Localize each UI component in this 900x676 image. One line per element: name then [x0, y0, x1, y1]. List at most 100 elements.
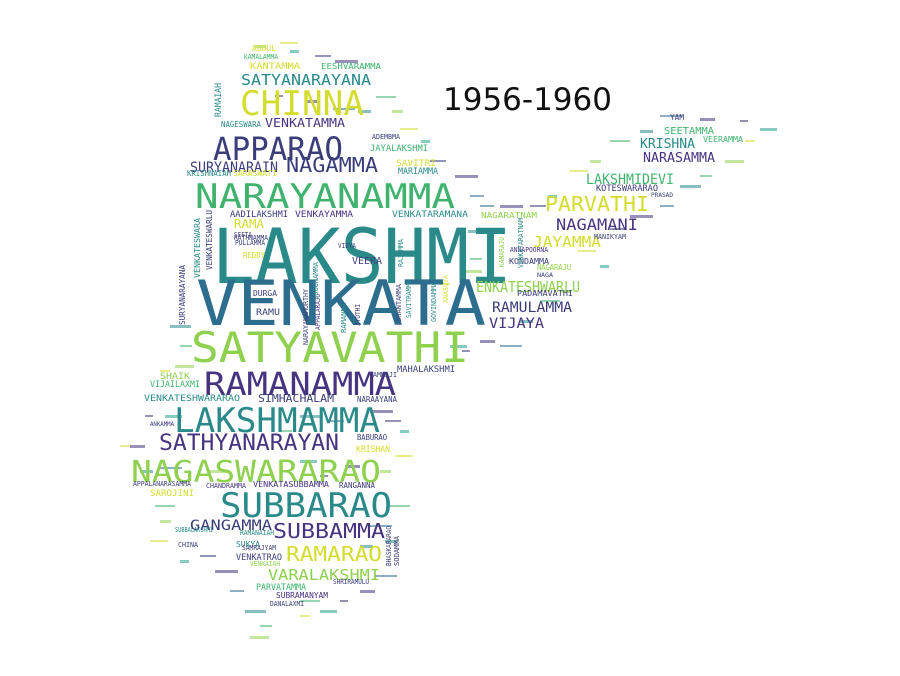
filler-word-mark [640, 130, 653, 133]
filler-word-mark [130, 445, 145, 448]
filler-word-mark [440, 283, 450, 285]
filler-word-mark [385, 540, 398, 543]
word-naraayana: NARAAYANA [357, 395, 397, 404]
word-shriramulu: SHRIRAMULU [333, 578, 369, 586]
word-ammaji: AMMAJI [373, 371, 397, 379]
filler-word-mark [548, 195, 557, 198]
filler-word-mark [360, 590, 375, 593]
word-venkatrao: VENKATRAO [236, 553, 282, 563]
word-shantamma: SHANTAMMA [395, 283, 403, 322]
filler-word-mark [660, 205, 674, 207]
filler-word-mark [345, 465, 360, 468]
filler-word-mark [395, 455, 413, 457]
word-reddy: REDDY [243, 251, 265, 260]
filler-word-mark [315, 55, 331, 57]
filler-word-mark [150, 540, 168, 542]
word-savitramma: SAVITRAMMA [405, 279, 413, 318]
word-satyanarayana: SATYANARAYANA [241, 71, 371, 89]
word-china: CHINA [178, 541, 199, 549]
word-saraswati: SARASWATI [233, 169, 277, 178]
filler-word-mark [160, 520, 171, 523]
word-rajamma: RAJAMMA [397, 238, 405, 267]
word-simhachalam: SIMHACHALAM [258, 392, 334, 405]
word-ranganna: RANGANNA [339, 481, 375, 490]
filler-word-mark [300, 460, 317, 463]
word-krishna: KRISHNA [640, 137, 695, 152]
filler-word-mark [421, 140, 430, 143]
filler-word-mark [470, 195, 484, 197]
filler-word-mark [215, 570, 238, 573]
filler-word-mark [745, 140, 755, 142]
word-danalaxmi: DANALAXMI [270, 600, 304, 608]
filler-word-mark [200, 555, 216, 557]
filler-word-mark [468, 230, 489, 233]
filler-word-mark [170, 325, 191, 328]
filler-word-mark [160, 370, 170, 372]
filler-word-mark [245, 610, 266, 613]
word-satyavathi: SATYAVATHI [191, 323, 469, 372]
word-ramarao: RAMARAO [286, 542, 382, 566]
word-jayalakshmi: JAYALAKSHMI [370, 144, 428, 154]
word-subramanyam: SUBRAMANYAM [276, 591, 328, 600]
word-ramu: RAMU [256, 308, 280, 318]
word-ankamma: ANKAMMA [150, 421, 174, 428]
filler-word-mark [358, 110, 371, 113]
word-vijailaxmi: VIJAILAXMI [150, 380, 200, 390]
filler-word-mark [180, 345, 192, 347]
word-padamavathi: PADAMAVATHI [517, 289, 573, 298]
word-subbalakshmi: SUBBALAKSHMI [175, 526, 213, 534]
word-krishnaiah: KRISHNAIAH [187, 169, 231, 178]
word-sathyanarayan: SATHYANARAYAN [159, 431, 339, 456]
word-apparao: APPARAO [213, 130, 343, 168]
word-pullamma: PULLAMMA [235, 239, 266, 247]
word-adembma: ADEMBMA [372, 133, 401, 141]
filler-word-mark [330, 420, 344, 422]
word-shaik: SHAIK [160, 372, 191, 382]
filler-word-mark [610, 228, 626, 230]
filler-word-mark [392, 110, 403, 113]
word-venkateshwararao: VENKATESHWARARAO [144, 394, 240, 404]
word-venkayamma: VENKAYAMMA [295, 210, 354, 220]
word-jayamma: JAYAMMA [533, 233, 601, 251]
word-savitri: SAVITRI [396, 159, 436, 169]
filler-word-mark [360, 545, 373, 548]
word-narasamma: NARASAMMA [643, 151, 715, 166]
word-kantamma: KANTAMMA [250, 62, 301, 72]
word-nageswara: NAGESWARA [221, 120, 261, 129]
filler-word-mark [560, 290, 571, 293]
word-venkataramana: VENKATARAMANA [392, 210, 469, 220]
word-naga: NAGA [537, 272, 553, 279]
filler-word-mark [370, 410, 393, 413]
word-prasad: PRASAD [651, 192, 673, 199]
filler-word-mark [500, 205, 523, 208]
word-nagaraju: NAGARAJU [537, 263, 571, 272]
word-narayanamurthy: NARAYANAMURTHY [302, 288, 310, 345]
word-parvathi: PARVATHI [545, 192, 649, 216]
year-range-title: 1956-1960 [443, 82, 612, 118]
filler-word-mark [250, 636, 269, 639]
word-appalaraju: APPALARAJU [314, 294, 322, 330]
word-lakshmamma: LAKSHMAMMA [174, 401, 380, 441]
filler-word-mark [320, 610, 337, 613]
filler-word-mark [520, 320, 533, 323]
filler-word-mark [280, 430, 292, 432]
word-nagamma: NAGAMMA [286, 153, 378, 177]
filler-word-mark [390, 505, 410, 507]
filler-word-mark [630, 215, 653, 218]
filler-word-mark [290, 50, 299, 53]
word-bhaskararao: BHASKARARAO [385, 526, 393, 566]
word-sodamma: SODAMMA [393, 535, 401, 566]
filler-word-mark [450, 345, 467, 348]
word-manikyam: MANIKYAM [594, 233, 626, 241]
word-kamalamma: KAMALAMMA [244, 53, 279, 61]
word-sarojini: SAROJINI [150, 489, 194, 499]
word-venkateswarlu: VENKATESWARLU [205, 210, 214, 270]
filler-word-mark [600, 265, 609, 268]
word-appalanarasamma: APPALANARASAMMA [133, 480, 192, 488]
word-seeta: SEETA [234, 231, 253, 239]
word-venkatasubbamma: VENKATASUBBAMMA [253, 480, 329, 489]
filler-word-mark [370, 525, 392, 527]
word-annapoorna: ANNAPOORNA [510, 246, 549, 254]
word-ramanamma: RAMANAMMA [204, 365, 396, 403]
